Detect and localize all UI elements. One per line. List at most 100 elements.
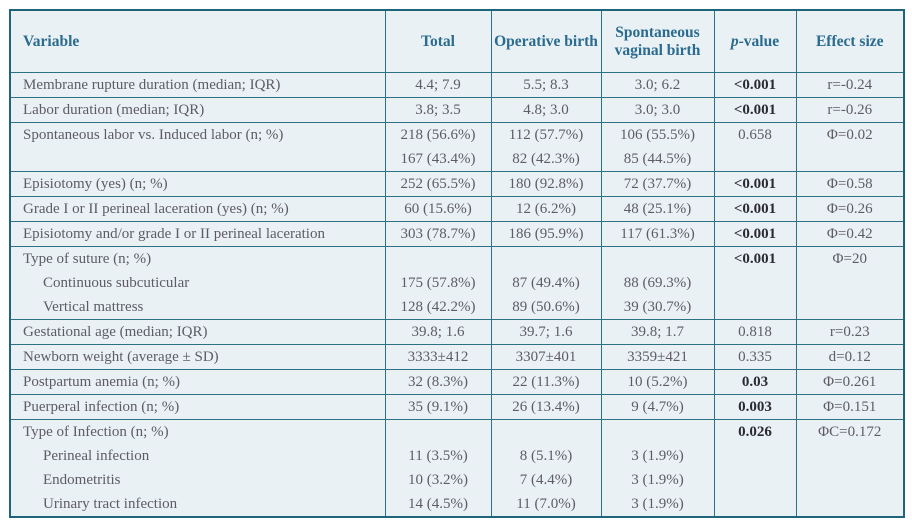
row-label: Episiotomy and/or grade I or II perineal…: [23, 226, 325, 242]
effect-size-value: r=0.23: [829, 324, 870, 340]
operative-birth-cell-value: 180 (92.8%): [508, 176, 584, 192]
results-table: Variable Total Operative birth Spontaneo…: [9, 9, 905, 518]
variable-cell: Gestational age (median; IQR): [9, 319, 386, 345]
spontaneous-birth-cell-value: 106 (55.5%): [620, 127, 695, 143]
operative-birth-cell: 12 (6.2%): [490, 196, 602, 222]
total-cell-value: 218 (56.6%): [400, 127, 476, 143]
variable-cell: Puerperal infection (n; %): [9, 394, 386, 420]
variable-cell: Membrane rupture duration (median; IQR): [9, 72, 386, 98]
total-cell-value: 128 (42.2%): [400, 299, 476, 315]
spontaneous-birth-cell-value: 85 (44.5%): [623, 151, 692, 167]
spontaneous-birth-cell: 72 (37.7%): [600, 171, 715, 197]
row-sub-label: Endometritis: [43, 472, 121, 488]
p-value: 0.003: [738, 399, 772, 415]
total-cell-value: [386, 420, 491, 444]
total-cell-value: 60 (15.6%): [404, 201, 472, 217]
effect-size-cell: Φ=0.02: [795, 122, 905, 172]
row-label: Labor duration (median; IQR): [23, 102, 205, 118]
effect-size-cell: Φ=20: [795, 246, 905, 320]
col-header-p-value: p-value: [713, 9, 797, 73]
spontaneous-birth-cell-value: 88 (69.3%): [623, 275, 692, 291]
total-cell: 32 (8.3%): [384, 369, 492, 395]
total-cell: 175 (57.8%) 128 (42.2%): [384, 246, 492, 320]
total-cell-value: 167 (43.4%): [400, 151, 476, 167]
table-row: Postpartum anemia (n; %) 32 (8.3%) 22 (11.…: [9, 369, 905, 395]
row-label: Type of suture (n; %): [23, 251, 152, 267]
total-cell: 218 (56.6%) 167 (43.4%): [384, 122, 492, 172]
row-sub-label: Perineal infection: [43, 448, 150, 464]
operative-birth-cell-value: 112 (57.7%): [508, 127, 584, 143]
operative-birth-cell: 180 (92.8%): [490, 171, 602, 197]
total-cell-value: 303 (78.7%): [400, 226, 476, 242]
effect-size-value: ΦC=0.172: [818, 424, 882, 440]
effect-size-value: Φ=0.151: [823, 399, 877, 415]
spontaneous-birth-cell-value: 48 (25.1%): [623, 201, 692, 217]
variable-cell: Labor duration (median; IQR): [9, 97, 386, 123]
row-label: Grade I or II perineal laceration (yes) …: [23, 201, 289, 217]
p-value-cell: 0.818: [713, 319, 797, 345]
p-value: <0.001: [733, 201, 777, 217]
operative-birth-cell-value: 8 (5.1%): [519, 448, 573, 464]
operative-birth-cell: 4.8; 3.0: [490, 97, 602, 123]
total-cell-value: 35 (9.1%): [408, 399, 468, 415]
operative-birth-cell: 22 (11.3%): [490, 369, 602, 395]
spontaneous-birth-cell: 10 (5.2%): [600, 369, 715, 395]
col-header-spontaneous-vaginal-birth: Spontaneous vaginal birth: [600, 9, 715, 73]
operative-birth-cell-value: [492, 247, 601, 271]
operative-birth-cell: 87 (49.4%) 89 (50.6%): [490, 246, 602, 320]
variable-cell: Type of suture (n; %) Continuous subcutic…: [9, 246, 386, 320]
spontaneous-birth-cell: 88 (69.3%) 39 (30.7%): [600, 246, 715, 320]
variable-cell: Grade I or II perineal laceration (yes) …: [9, 196, 386, 222]
effect-size-value: r=-0.24: [827, 77, 873, 93]
operative-birth-cell-value: 89 (50.6%): [512, 299, 580, 315]
total-cell-value: 14 (4.5%): [408, 496, 468, 512]
total-cell: 303 (78.7%): [384, 221, 492, 247]
p-value-cell: <0.001: [713, 196, 797, 222]
row-sub-label: Urinary tract infection: [43, 496, 178, 512]
operative-birth-cell: 26 (13.4%): [490, 394, 602, 420]
table-row: Puerperal infection (n; %) 35 (9.1%) 26 (1…: [9, 394, 905, 420]
p-value: 0.658: [738, 127, 772, 143]
effect-size-cell: d=0.12: [795, 344, 905, 370]
row-label: Gestational age (median; IQR): [23, 324, 208, 340]
effect-size-value: Φ=0.58: [826, 176, 873, 192]
effect-size-cell: Φ=0.58: [795, 171, 905, 197]
p-value-cell: 0.03: [713, 369, 797, 395]
operative-birth-cell: 112 (57.7%) 82 (42.3%): [490, 122, 602, 172]
row-label: Puerperal infection (n; %): [23, 399, 180, 415]
col-header-effect-size: Effect size: [795, 9, 905, 73]
effect-size-cell: r=-0.26: [795, 97, 905, 123]
table-header: Variable Total Operative birth Spontaneo…: [9, 9, 905, 73]
spontaneous-birth-cell: 39.8; 1.7: [600, 319, 715, 345]
spontaneous-birth-cell: 3.0; 6.2: [600, 72, 715, 98]
effect-size-value: r=-0.26: [827, 102, 873, 118]
spontaneous-birth-cell-value: 3.0; 3.0: [634, 102, 681, 118]
operative-birth-cell-value: 82 (42.3%): [512, 151, 580, 167]
effect-size-value: Φ=0.261: [823, 374, 877, 390]
total-cell-value: 10 (3.2%): [408, 472, 468, 488]
p-value: <0.001: [733, 77, 777, 93]
operative-birth-cell-value: 87 (49.4%): [512, 275, 580, 291]
row-sub-label: Vertical mattress: [43, 299, 144, 315]
total-cell: 252 (65.5%): [384, 171, 492, 197]
p-value: <0.001: [733, 226, 777, 242]
table-row: Type of suture (n; %) Continuous subcutic…: [9, 246, 905, 320]
col-header-operative-birth: Operative birth: [490, 9, 602, 73]
table-body: Membrane rupture duration (median; IQR) 4…: [9, 72, 905, 518]
effect-size-value: Φ=20: [832, 251, 867, 267]
table-row: Gestational age (median; IQR) 39.8; 1.6 39…: [9, 319, 905, 345]
variable-cell: Episiotomy and/or grade I or II perineal…: [9, 221, 386, 247]
total-cell: 11 (3.5%) 10 (3.2%) 14 (4.5%): [384, 419, 492, 518]
col-header-total: Total: [384, 9, 492, 73]
table-row: Grade I or II perineal laceration (yes) …: [9, 196, 905, 222]
operative-birth-cell-value: 5.5; 8.3: [523, 77, 569, 93]
spontaneous-birth-cell: 3.0; 3.0: [600, 97, 715, 123]
spontaneous-birth-cell-value: 72 (37.7%): [623, 176, 692, 192]
p-value-cell: <0.001: [713, 171, 797, 197]
p-value: 0.818: [738, 324, 772, 340]
total-cell: 3.8; 3.5: [384, 97, 492, 123]
effect-size-cell: r=-0.24: [795, 72, 905, 98]
p-value: <0.001: [733, 176, 777, 192]
effect-size-value: Φ=0.02: [826, 127, 873, 143]
p-value: <0.001: [733, 251, 777, 267]
